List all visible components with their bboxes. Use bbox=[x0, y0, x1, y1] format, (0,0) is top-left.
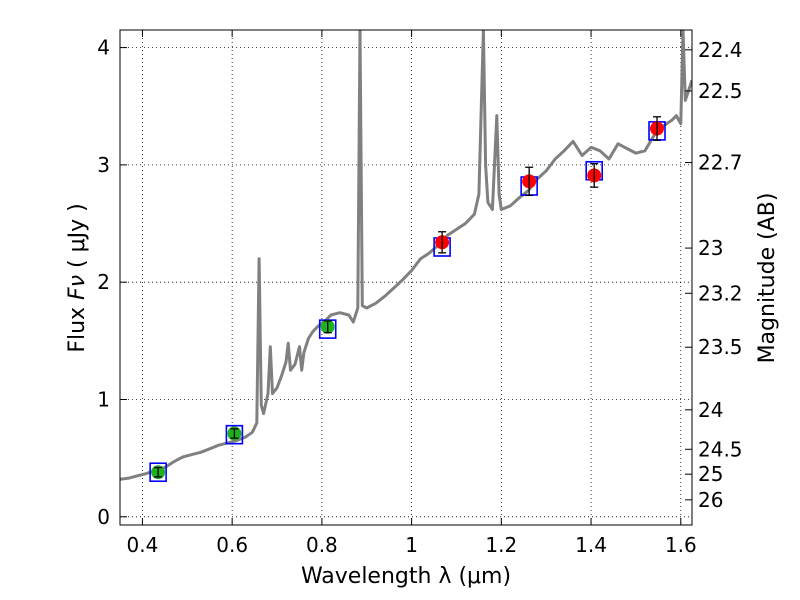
x-tick-label: 1.6 bbox=[665, 533, 697, 557]
mag-tick-label: 26 bbox=[698, 488, 723, 512]
observed-points-layer bbox=[151, 116, 665, 480]
grid-lines bbox=[120, 30, 692, 525]
mag-tick-label: 23 bbox=[698, 236, 723, 260]
model-photometry-square bbox=[149, 462, 167, 483]
y-tick-label: 2 bbox=[97, 270, 110, 294]
x-tick-label: 1 bbox=[405, 533, 418, 557]
y-tick-label: 3 bbox=[97, 153, 110, 177]
x-tick-label: 1.4 bbox=[575, 533, 607, 557]
mag-tick-label: 23.5 bbox=[698, 335, 743, 359]
spectrum-line bbox=[120, 30, 692, 481]
y-tick-label: 1 bbox=[97, 387, 110, 411]
axis-ticks bbox=[120, 30, 692, 525]
mag-tick-label: 25 bbox=[698, 462, 723, 486]
mag-tick-label: 22.7 bbox=[698, 151, 743, 175]
y-tick-label: 4 bbox=[97, 36, 110, 60]
x-tick-label: 0.4 bbox=[127, 533, 159, 557]
plot-frame bbox=[119, 29, 693, 526]
mag-tick-label: 23.2 bbox=[698, 281, 743, 305]
y-axis-label-units: ( μJy ) bbox=[65, 203, 90, 275]
mag-tick-label: 22.5 bbox=[698, 79, 743, 103]
x-tick-label: 0.6 bbox=[216, 533, 248, 557]
y-axis-label: Flux Fν ( μJy ) bbox=[65, 203, 90, 352]
y-tick-label: 0 bbox=[97, 505, 110, 529]
y-axis-label-text: Flux bbox=[65, 300, 90, 353]
x-tick-label: 1.2 bbox=[485, 533, 517, 557]
spectrum-layer bbox=[120, 30, 692, 481]
x-tick-label: 0.8 bbox=[306, 533, 338, 557]
mag-tick-label: 22.4 bbox=[698, 38, 743, 62]
x-axis-label: Wavelength λ (μm) bbox=[301, 564, 511, 589]
mag-tick-label: 24.5 bbox=[698, 437, 743, 461]
right-axis-label: Magnitude (AB) bbox=[755, 193, 780, 364]
y-axis-label-symbol: Fν bbox=[65, 275, 90, 300]
mag-tick-label: 24 bbox=[698, 398, 723, 422]
model-photometry-square bbox=[225, 424, 244, 445]
